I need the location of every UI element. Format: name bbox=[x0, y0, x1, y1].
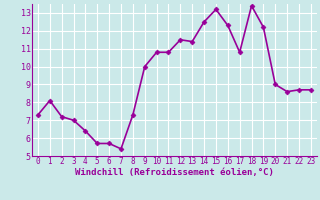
X-axis label: Windchill (Refroidissement éolien,°C): Windchill (Refroidissement éolien,°C) bbox=[75, 168, 274, 177]
